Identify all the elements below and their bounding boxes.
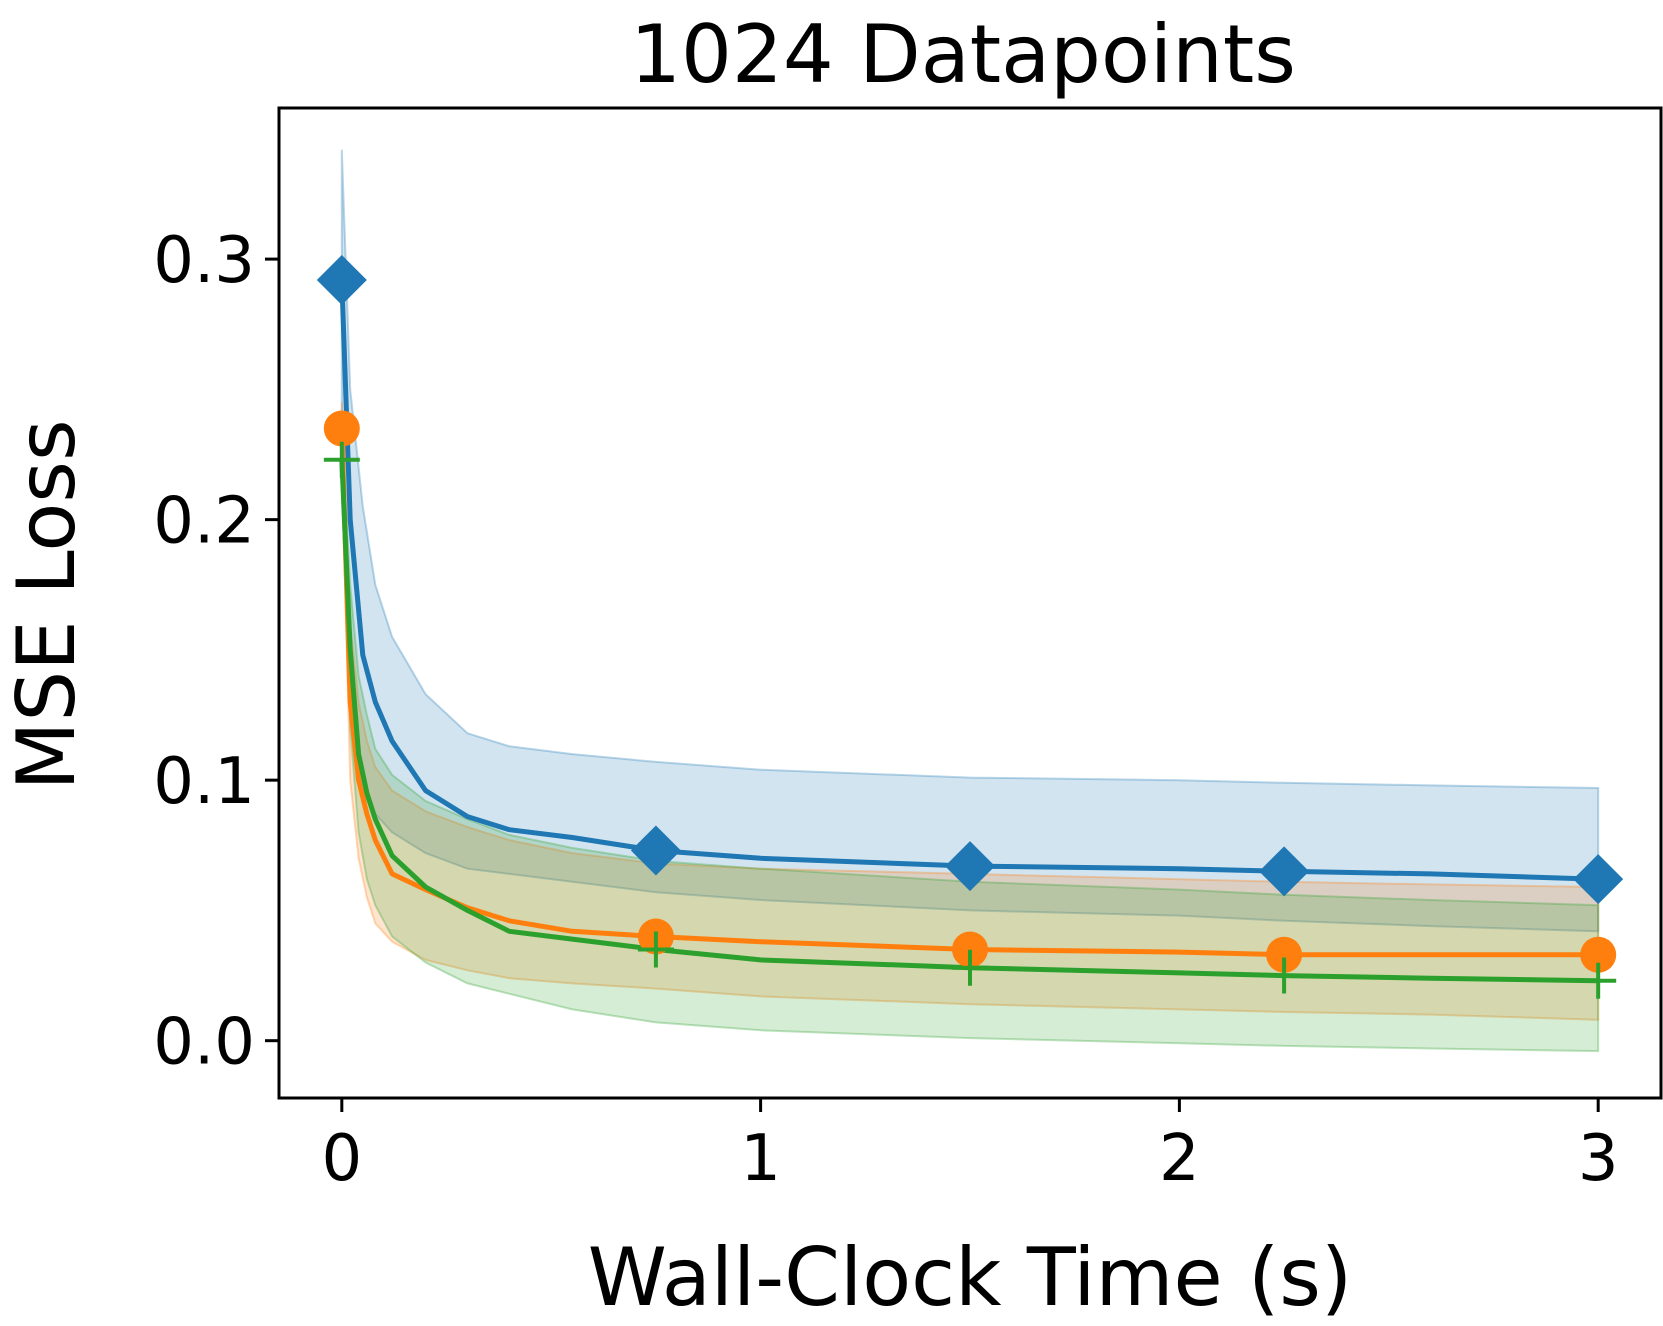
series-0-band <box>340 149 1600 933</box>
x-axis-ticks: 0 1 2 3 <box>321 1098 1619 1196</box>
x-axis-label: Wall-Clock Time (s) <box>588 1231 1352 1324</box>
series-1-line <box>339 425 1601 958</box>
series-0-marker <box>1573 854 1624 905</box>
confidence-bands <box>340 149 1600 1053</box>
x-tick-label: 0 <box>321 1122 362 1196</box>
series-2-marker <box>637 931 674 968</box>
series-0-line <box>339 277 1601 882</box>
series-0-marker <box>630 825 681 876</box>
series-0-marker <box>945 841 995 892</box>
series-2-marker <box>1580 962 1617 999</box>
series-1-marker <box>952 931 988 968</box>
y-axis-ticks: 0.0 0.1 0.2 0.3 <box>153 224 279 1080</box>
y-tick-label: 0.1 <box>153 745 255 819</box>
series-0-marker <box>1259 846 1310 897</box>
series-2-line <box>339 457 1601 984</box>
series-2-band <box>340 433 1600 1053</box>
chart-title: 1024 Datapoints <box>630 8 1296 101</box>
y-axis-label: MSE Loss <box>0 419 93 790</box>
y-tick-label: 0.0 <box>153 1006 255 1080</box>
y-tick-label: 0.3 <box>153 224 255 298</box>
series-1-marker <box>323 410 360 447</box>
series-markers <box>316 254 1624 999</box>
y-tick-label: 0.2 <box>153 485 255 559</box>
series-0-marker <box>316 254 367 305</box>
series-2-marker <box>323 441 360 478</box>
x-tick-label: 3 <box>1578 1122 1619 1196</box>
series-1-marker <box>1266 936 1303 973</box>
series-1-marker <box>1580 936 1617 973</box>
series-2-marker <box>1266 957 1303 994</box>
series-lines <box>339 277 1601 984</box>
x-tick-label: 2 <box>1159 1122 1200 1196</box>
plot-frame <box>277 106 1663 1100</box>
series-2-marker <box>952 949 988 986</box>
x-tick-label: 1 <box>740 1122 781 1196</box>
